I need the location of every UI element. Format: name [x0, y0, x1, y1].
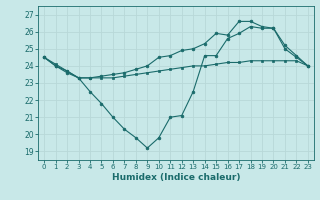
X-axis label: Humidex (Indice chaleur): Humidex (Indice chaleur): [112, 173, 240, 182]
